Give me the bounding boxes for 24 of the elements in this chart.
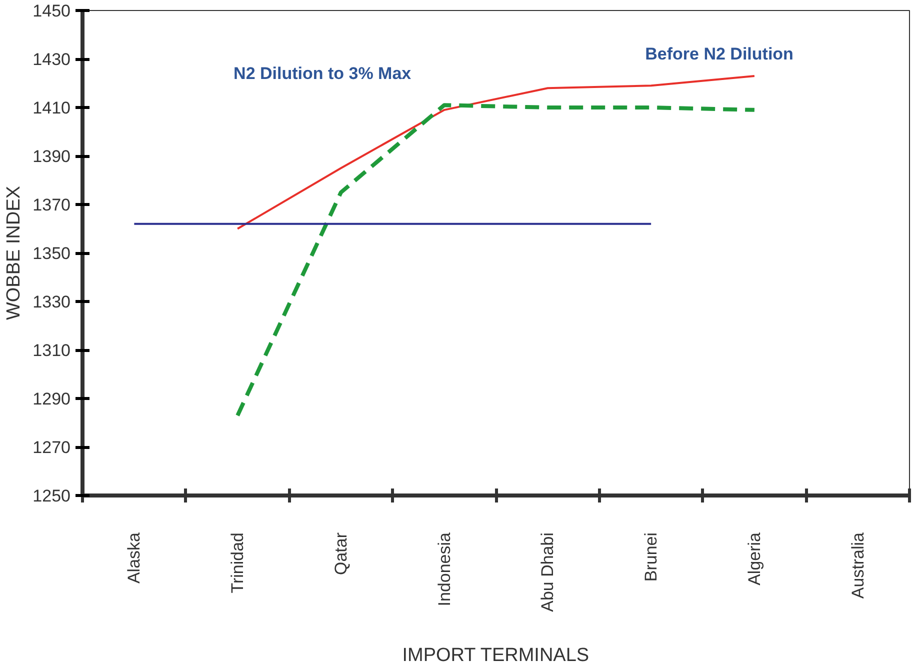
y-tick-label: 1350: [32, 244, 71, 263]
y-tick-label: 1250: [32, 486, 71, 506]
y-axis-title: WOBBE INDEX: [4, 186, 25, 320]
y-tick-label: 1430: [32, 50, 71, 69]
line-series: [236, 103, 756, 418]
y-tick-label: 1370: [32, 196, 71, 214]
y-tick-label: 1410: [32, 98, 71, 118]
x-tick-label: Qatar: [331, 532, 350, 576]
y-tick-label: 1270: [32, 438, 71, 457]
x-tick-label: Algeria: [744, 532, 764, 586]
y-tick-label: 1290: [32, 390, 71, 408]
x-tick-label: Indonesia: [434, 532, 454, 606]
annotation: Before N2 Dilution: [645, 44, 794, 64]
y-tick-label: 1330: [32, 292, 71, 312]
y-tick-label: 1450: [32, 2, 71, 20]
x-tick-label: Trinidad: [228, 532, 248, 594]
y-tick-label: 1310: [32, 341, 71, 360]
x-tick-label: Alaska: [124, 532, 144, 584]
x-tick-label: Australia: [848, 532, 868, 599]
x-axis-title: IMPORT TERMINALS: [402, 644, 590, 666]
y-tick-label: 1390: [32, 147, 71, 166]
x-tick-label: Brunei: [642, 532, 661, 582]
annotation: N2 Dilution to 3% Max: [234, 64, 412, 84]
x-tick-label: Abu Dhabi: [538, 532, 558, 612]
